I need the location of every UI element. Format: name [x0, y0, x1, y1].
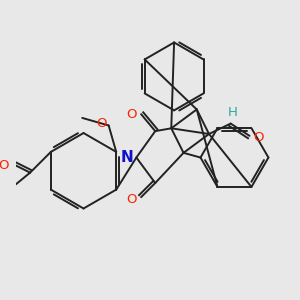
Text: O: O [254, 131, 264, 144]
Text: O: O [0, 159, 9, 172]
Text: O: O [126, 193, 137, 206]
Text: O: O [96, 117, 106, 130]
Text: O: O [126, 108, 137, 121]
Text: N: N [121, 150, 133, 165]
Text: H: H [228, 106, 238, 119]
